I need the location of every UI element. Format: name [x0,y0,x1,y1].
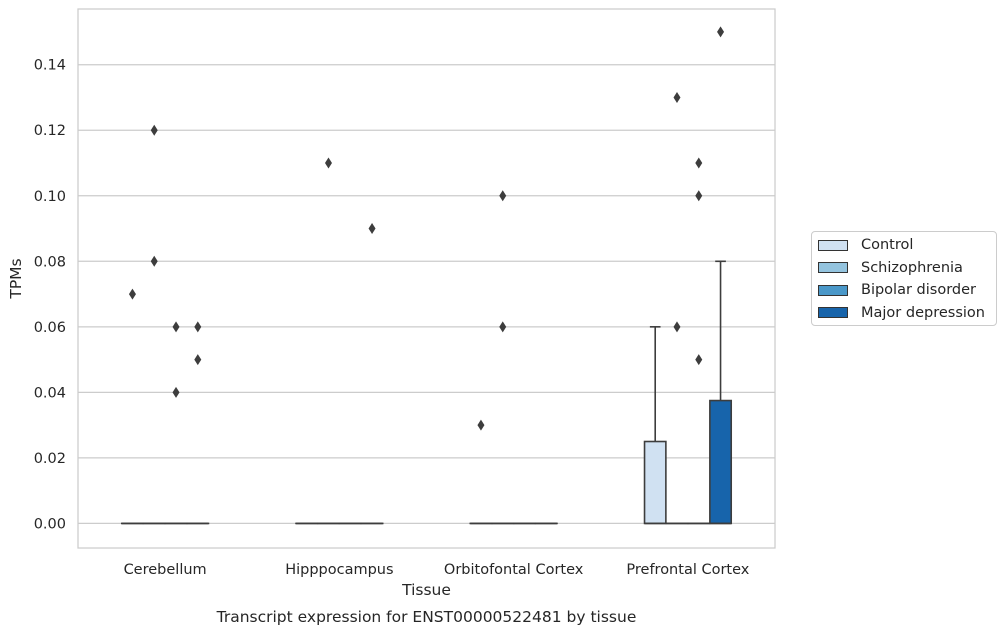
legend-label: Major depression [861,304,985,321]
legend-label: Schizophrenia [861,259,963,276]
outlier-point [128,288,136,300]
outlier-point [673,321,681,333]
outlier-point [499,190,507,202]
box [709,399,733,525]
outlier-point [695,190,703,202]
x-tick-labels: Cerebellum Hipppocampus Orbitofontal Corte… [124,562,750,578]
legend-label: Bipolar disorder [861,282,976,298]
y-axis-label: TPMs [7,258,25,299]
y-tick-label: 0.12 [34,123,66,139]
x-tick-label: Hipppocampus [285,562,393,578]
outlier-point [172,386,180,398]
outlier-point [324,157,332,169]
plot-frame [77,8,776,549]
outlier-point [499,321,507,333]
x-axis-label: Tissue [401,581,451,599]
legend-swatch [818,262,848,273]
outlier-point [150,255,158,267]
y-tick-label: 0.08 [34,254,66,270]
legend: Control Schizophrenia Bipolar disorder Majo… [811,231,997,326]
y-tick-label: 0.10 [34,189,66,205]
x-tick-label: Orbitofontal Cortex [444,562,584,578]
x-tick-label: Prefrontal Cortex [626,562,749,578]
outlier-point [717,26,725,38]
legend-swatch [818,284,848,296]
legend-swatch [818,307,848,318]
outlier-point [150,124,158,136]
box [643,440,667,525]
outlier-point [194,354,202,366]
outlier-point [368,223,376,235]
outlier-point [172,321,180,333]
legend-item: Control [818,235,913,255]
box-layer [120,26,733,525]
outlier-point [695,157,703,169]
outlier-point [673,91,681,103]
outlier-point [695,354,703,366]
chart-caption: Transcript expression for ENST0000052248… [216,608,637,626]
outlier-point [194,321,202,333]
y-tick-label: 0.02 [34,451,66,467]
y-tick-label: 0.00 [34,516,66,532]
y-tick-label: 0.06 [34,320,66,336]
y-tick-label: 0.04 [34,385,66,401]
legend-label: Control [861,237,914,253]
legend-item: Bipolar disorder [818,280,976,300]
legend-swatch [818,239,848,251]
grid-lines [78,64,775,525]
outlier-point [477,419,485,431]
legend-item: Major depression [818,303,985,323]
x-tick-label: Cerebellum [124,562,207,578]
y-tick-label: 0.14 [34,58,66,74]
y-tick-labels: 0.00 0.02 0.04 0.06 0.08 0.10 0.12 0.14 [34,58,66,533]
legend-item: Schizophrenia [818,258,963,278]
